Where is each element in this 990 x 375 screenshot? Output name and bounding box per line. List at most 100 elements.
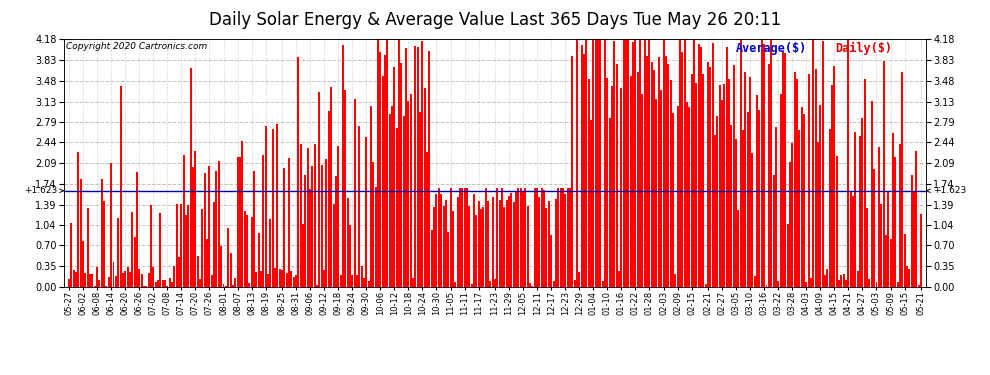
Bar [106,286,108,287]
Bar [319,93,321,287]
Bar [426,152,428,287]
Bar [566,188,568,287]
Bar [726,47,728,287]
Bar [386,39,388,287]
Bar [278,268,281,287]
Bar [813,39,815,287]
Bar [808,74,810,287]
Bar [534,188,536,287]
Bar [801,107,803,287]
Bar [674,274,676,287]
Bar [775,127,777,287]
Bar [358,126,360,287]
Bar [70,223,72,287]
Bar [784,53,786,287]
Bar [887,190,889,287]
Bar [274,268,276,287]
Bar [700,47,702,287]
Text: +1.623: +1.623 [927,186,966,195]
Bar [618,271,620,287]
Bar [660,90,662,287]
Bar [875,282,877,287]
Bar [408,101,410,287]
Bar [518,188,520,287]
Bar [918,285,920,287]
Bar [688,107,690,287]
Bar [770,39,772,287]
Bar [744,72,746,287]
Bar [237,157,239,287]
Bar [161,280,163,287]
Bar [342,45,344,287]
Bar [662,39,664,287]
Bar [913,192,915,287]
Bar [333,204,335,287]
Bar [309,189,311,287]
Bar [763,44,765,287]
Bar [187,205,189,287]
Bar [204,173,206,287]
Bar [157,280,159,287]
Bar [225,286,227,287]
Bar [271,129,273,287]
Bar [443,206,445,287]
Bar [550,236,552,287]
Bar [438,188,440,287]
Bar [206,239,208,287]
Bar [856,271,858,287]
Bar [431,230,433,287]
Bar [338,146,340,287]
Bar [220,246,222,287]
Bar [578,272,580,287]
Bar [257,234,259,287]
Bar [180,204,182,287]
Bar [614,41,616,287]
Bar [331,87,333,287]
Bar [866,208,868,287]
Bar [328,111,330,287]
Bar [260,271,262,287]
Bar [403,116,405,287]
Bar [885,235,887,287]
Bar [595,39,597,287]
Bar [702,75,704,287]
Bar [609,118,611,287]
Bar [213,202,215,287]
Bar [676,106,678,287]
Bar [836,156,838,287]
Bar [370,106,372,287]
Bar [847,39,849,287]
Bar [585,39,587,287]
Bar [262,155,264,287]
Bar [772,174,774,287]
Bar [621,88,623,287]
Bar [758,110,760,287]
Bar [562,188,564,287]
Bar [139,269,141,287]
Bar [473,194,475,287]
Bar [798,130,800,287]
Bar [824,275,826,287]
Bar [552,281,554,287]
Text: Daily Solar Energy & Average Value Last 365 Days Tue May 26 20:11: Daily Solar Energy & Average Value Last … [209,11,781,29]
Bar [152,267,154,287]
Bar [286,273,288,287]
Bar [880,204,882,287]
Bar [597,39,599,287]
Bar [820,105,822,287]
Bar [276,123,278,287]
Bar [508,196,510,287]
Bar [864,80,866,287]
Bar [178,257,180,287]
Bar [124,271,126,287]
Bar [717,116,719,287]
Bar [410,94,412,287]
Bar [794,72,796,287]
Bar [227,228,229,287]
Bar [68,279,70,287]
Bar [398,39,400,287]
Bar [300,144,302,287]
Bar [628,39,630,287]
Bar [920,214,922,287]
Bar [873,170,875,287]
